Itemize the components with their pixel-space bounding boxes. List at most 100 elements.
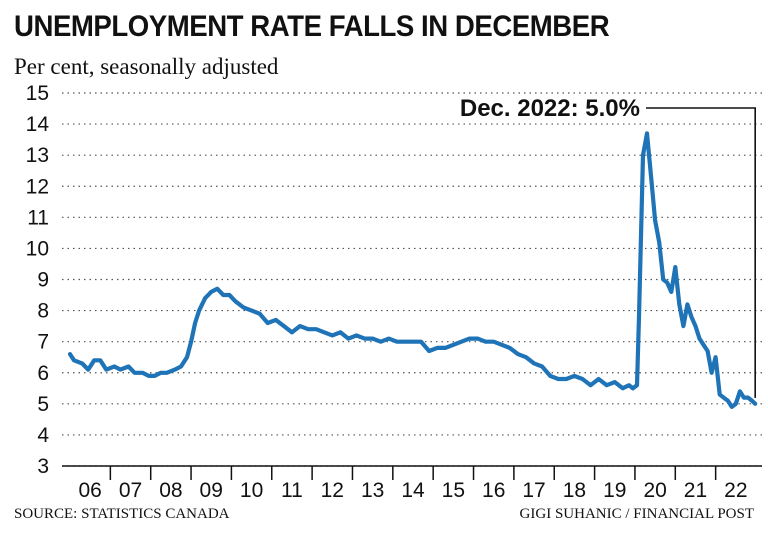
y-tick-label: 15 bbox=[26, 82, 49, 105]
data-point bbox=[614, 381, 616, 383]
data-point bbox=[186, 356, 188, 359]
data-point bbox=[714, 356, 717, 359]
data-point bbox=[127, 365, 130, 368]
y-tick-label: 9 bbox=[37, 269, 49, 292]
data-point bbox=[258, 312, 261, 315]
data-point bbox=[710, 372, 713, 374]
data-point bbox=[222, 294, 225, 296]
data-point bbox=[460, 340, 463, 343]
x-tick-label: 15 bbox=[442, 479, 465, 502]
data-point bbox=[404, 340, 406, 343]
chart-subtitle: Per cent, seasonally adjusted bbox=[14, 54, 279, 79]
data-point bbox=[622, 387, 624, 390]
data-point bbox=[525, 356, 527, 359]
data-point bbox=[363, 337, 366, 340]
y-tick-label: 14 bbox=[26, 113, 50, 136]
data-point bbox=[698, 337, 701, 340]
data-point bbox=[160, 372, 162, 374]
data-point bbox=[299, 325, 301, 327]
data-point bbox=[81, 362, 83, 365]
data-point bbox=[743, 396, 745, 399]
series-line-unemployment bbox=[67, 131, 758, 409]
annotation-group: Dec. 2022: 5.0% bbox=[460, 95, 756, 398]
data-point bbox=[190, 340, 192, 343]
data-point bbox=[210, 291, 212, 293]
y-tick-label: 13 bbox=[26, 144, 49, 167]
data-point bbox=[198, 309, 200, 312]
x-tick-label: 13 bbox=[361, 479, 384, 502]
data-point bbox=[307, 328, 309, 331]
data-point bbox=[476, 337, 479, 340]
data-point bbox=[105, 368, 108, 371]
x-tick-label: 06 bbox=[78, 479, 101, 502]
data-point bbox=[549, 375, 551, 377]
data-point bbox=[468, 337, 471, 340]
data-point bbox=[291, 331, 293, 334]
x-tick-label: 22 bbox=[724, 479, 747, 502]
data-point bbox=[557, 378, 560, 380]
data-point bbox=[484, 340, 487, 343]
data-point bbox=[93, 359, 95, 362]
data-point bbox=[533, 362, 535, 365]
data-point bbox=[347, 337, 350, 340]
data-point bbox=[754, 403, 756, 405]
data-point bbox=[589, 384, 592, 387]
data-point bbox=[234, 300, 237, 303]
x-tick-label: 08 bbox=[159, 479, 182, 502]
source-note: SOURCE: STATISTICS CANADA bbox=[14, 506, 230, 522]
data-point bbox=[686, 303, 689, 306]
x-axis: 06 07 08 09 10 11 12 13 14 15 16 17 18 19 20 21 22 bbox=[62, 465, 762, 502]
data-point bbox=[428, 350, 430, 352]
data-point bbox=[541, 365, 543, 368]
data-point bbox=[662, 278, 664, 281]
x-tick-label: 18 bbox=[563, 479, 586, 502]
data-point bbox=[180, 365, 182, 368]
data-point bbox=[420, 340, 422, 343]
annotation-leader-line bbox=[646, 107, 756, 398]
data-point bbox=[315, 328, 318, 331]
data-point bbox=[751, 399, 753, 402]
data-point bbox=[492, 340, 495, 343]
x-tick-label: 20 bbox=[643, 479, 666, 502]
data-point bbox=[581, 378, 584, 380]
data-point bbox=[666, 281, 668, 284]
data-point bbox=[194, 322, 196, 324]
data-point bbox=[573, 375, 576, 377]
credit-note: GIGI SUHANIC / FINANCIAL POST bbox=[519, 506, 754, 522]
data-point bbox=[727, 399, 729, 402]
data-point bbox=[174, 368, 176, 371]
data-point bbox=[628, 384, 630, 387]
data-point bbox=[722, 396, 725, 399]
data-point bbox=[735, 403, 737, 405]
data-point bbox=[632, 387, 634, 390]
data-point bbox=[147, 375, 150, 377]
data-point bbox=[517, 353, 519, 355]
data-point bbox=[153, 375, 156, 377]
data-point bbox=[339, 331, 342, 334]
gridlines bbox=[62, 92, 762, 467]
y-tick-label: 3 bbox=[37, 455, 49, 478]
data-point bbox=[99, 359, 102, 362]
data-point bbox=[204, 297, 206, 299]
y-axis: 3 4 5 6 7 8 9 10 11 12 13 14 15 bbox=[26, 82, 50, 478]
data-point bbox=[565, 378, 568, 380]
data-point bbox=[141, 372, 144, 374]
data-point bbox=[605, 384, 608, 387]
data-point bbox=[678, 303, 681, 306]
data-point bbox=[119, 368, 122, 371]
y-tick-label: 8 bbox=[37, 300, 49, 323]
y-tick-label: 7 bbox=[37, 331, 49, 354]
y-tick-label: 5 bbox=[37, 393, 49, 416]
chart-title: UNEMPLOYMENT RATE FALLS IN DECEMBER bbox=[14, 10, 610, 43]
data-point bbox=[658, 241, 660, 243]
data-point bbox=[690, 316, 693, 318]
data-point bbox=[275, 319, 277, 321]
data-point bbox=[452, 344, 455, 346]
y-tick-label: 10 bbox=[26, 237, 49, 260]
data-point bbox=[670, 291, 673, 293]
data-point bbox=[87, 368, 89, 371]
data-point bbox=[331, 334, 334, 337]
data-point bbox=[501, 344, 503, 346]
data-point bbox=[355, 334, 358, 337]
